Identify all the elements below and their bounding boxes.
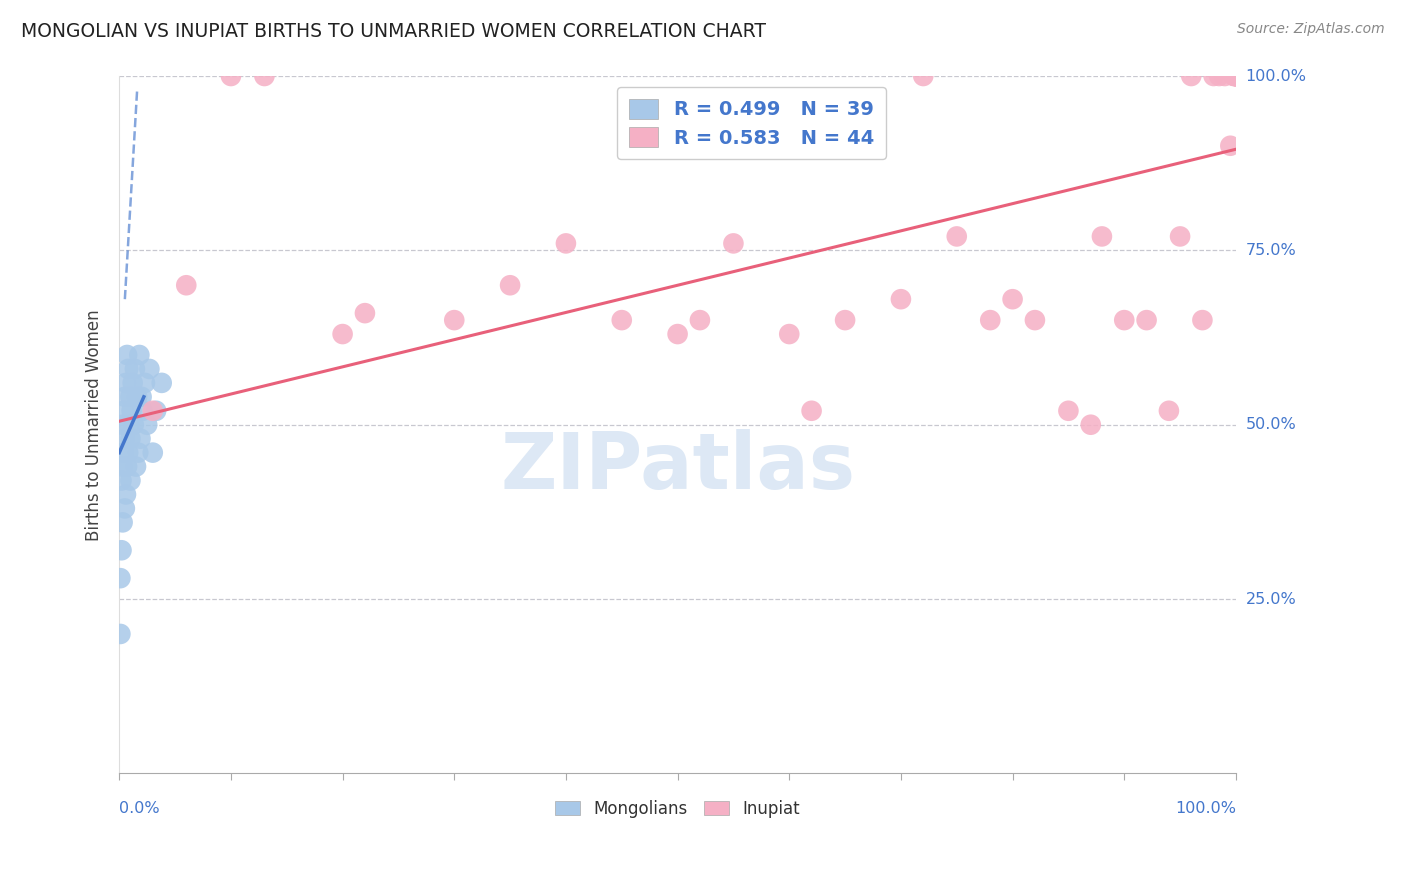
Point <box>1219 138 1241 153</box>
Point <box>110 543 132 558</box>
Point <box>1213 69 1236 83</box>
Point <box>110 571 132 585</box>
Point <box>778 327 800 342</box>
Point <box>253 69 276 83</box>
Point <box>128 348 150 362</box>
Point <box>110 474 132 488</box>
Point <box>127 445 149 459</box>
Point <box>112 445 135 459</box>
Text: 50.0%: 50.0% <box>1246 417 1296 433</box>
Text: Source: ZipAtlas.com: Source: ZipAtlas.com <box>1237 22 1385 37</box>
Point <box>1157 404 1180 418</box>
Point <box>114 501 136 516</box>
Point <box>723 236 745 251</box>
Point <box>1225 69 1247 83</box>
Point <box>354 306 377 320</box>
Point <box>120 432 142 446</box>
Point <box>115 487 138 501</box>
Point <box>332 327 354 342</box>
Point <box>1223 69 1246 83</box>
Point <box>124 362 146 376</box>
Point <box>555 236 578 251</box>
Point <box>1024 313 1046 327</box>
Point <box>979 313 1001 327</box>
Point <box>112 404 135 418</box>
Point <box>117 445 139 459</box>
Point <box>1225 69 1247 83</box>
Point <box>121 376 143 390</box>
Point <box>443 313 465 327</box>
Point <box>110 627 132 641</box>
Point <box>1225 69 1247 83</box>
Point <box>111 459 134 474</box>
Point <box>610 313 633 327</box>
Point <box>120 474 142 488</box>
Point <box>1225 69 1247 83</box>
Point <box>912 69 935 83</box>
Point <box>127 390 149 404</box>
Point <box>1001 292 1024 306</box>
Point <box>666 327 689 342</box>
Point <box>1225 69 1247 83</box>
Point <box>114 432 136 446</box>
Point <box>1091 229 1114 244</box>
Point <box>115 459 138 474</box>
Text: 75.0%: 75.0% <box>1246 243 1296 258</box>
Point <box>1222 69 1244 83</box>
Text: 0.0%: 0.0% <box>120 801 160 816</box>
Point <box>1135 313 1157 327</box>
Point <box>834 313 856 327</box>
Point <box>120 390 142 404</box>
Text: MONGOLIAN VS INUPIAT BIRTHS TO UNMARRIED WOMEN CORRELATION CHART: MONGOLIAN VS INUPIAT BIRTHS TO UNMARRIED… <box>21 22 766 41</box>
Point <box>131 390 153 404</box>
Text: 25.0%: 25.0% <box>1246 591 1296 607</box>
Point <box>174 278 197 293</box>
Point <box>136 417 159 432</box>
Point <box>118 417 141 432</box>
Point <box>1168 229 1191 244</box>
Point <box>1080 417 1102 432</box>
Point <box>1202 69 1225 83</box>
Point <box>499 278 522 293</box>
Text: ZIPatlas: ZIPatlas <box>501 428 855 505</box>
Text: 100.0%: 100.0% <box>1175 801 1236 816</box>
Point <box>1208 69 1230 83</box>
Point <box>219 69 242 83</box>
Point <box>125 459 148 474</box>
Point <box>134 376 156 390</box>
Point <box>121 404 143 418</box>
Point <box>1191 313 1213 327</box>
Point <box>800 404 823 418</box>
Point <box>1225 69 1247 83</box>
Point <box>111 417 134 432</box>
Point <box>129 432 152 446</box>
Point <box>111 516 134 530</box>
Point <box>1114 313 1136 327</box>
Point <box>122 417 145 432</box>
Point <box>890 292 912 306</box>
Point <box>114 390 136 404</box>
Point <box>132 404 155 418</box>
Point <box>117 362 139 376</box>
Point <box>1225 69 1247 83</box>
Point <box>689 313 711 327</box>
Point <box>145 404 167 418</box>
Point <box>142 404 165 418</box>
Point <box>142 445 165 459</box>
Legend: Mongolians, Inupiat: Mongolians, Inupiat <box>548 793 807 824</box>
Y-axis label: Births to Unmarried Women: Births to Unmarried Women <box>86 309 103 541</box>
Point <box>115 348 138 362</box>
Point <box>1057 404 1080 418</box>
Point <box>138 362 160 376</box>
Point <box>945 229 967 244</box>
Text: 100.0%: 100.0% <box>1246 69 1306 84</box>
Point <box>115 376 138 390</box>
Point <box>1180 69 1202 83</box>
Point <box>150 376 173 390</box>
